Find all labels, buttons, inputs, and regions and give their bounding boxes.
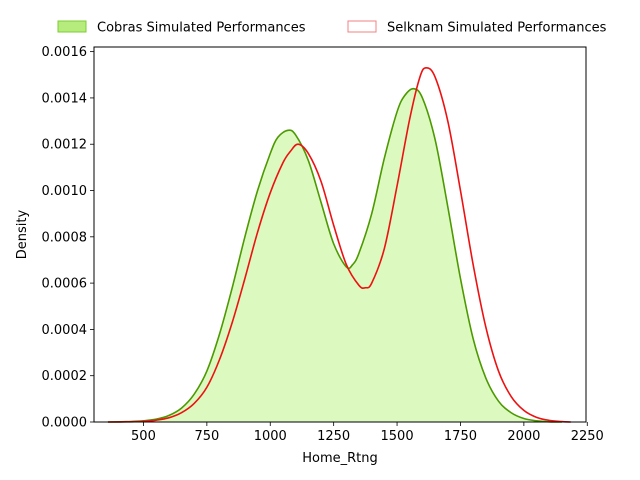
x-tick-label: 750 <box>194 429 219 444</box>
y-tick-label: 0.0006 <box>42 277 88 292</box>
legend-label-selknam: Selknam Simulated Performances <box>387 21 607 36</box>
series-fill-0 <box>107 88 562 422</box>
x-tick-label: 1250 <box>317 429 350 444</box>
y-tick-label: 0.0004 <box>42 323 88 338</box>
y-tick-label: 0.0010 <box>42 184 88 199</box>
y-axis-ticks: 0.0000 0.0002 0.0004 0.0006 0.0008 0.0010 0.00… <box>42 45 94 431</box>
legend-swatch-cobras <box>57 20 87 33</box>
x-tick-label: 2000 <box>507 429 540 444</box>
x-axis-label: Home_Rtng <box>302 451 378 466</box>
series-line-1 <box>107 67 571 423</box>
series-line-0 <box>107 87 562 423</box>
axes-frame <box>93 46 587 423</box>
y-tick-label: 0.0000 <box>42 416 88 431</box>
y-tick-label: 0.0016 <box>42 45 88 60</box>
x-tick-label: 1750 <box>444 429 477 444</box>
y-axis-label: Density <box>15 209 30 259</box>
y-tick-label: 0.0002 <box>42 369 88 384</box>
legend-swatch-selknam <box>347 20 377 33</box>
x-tick-label: 2250 <box>571 429 604 444</box>
x-tick-label: 500 <box>131 429 156 444</box>
x-axis-ticks: 500 750 1000 1250 1500 1750 2000 2250 <box>131 422 604 444</box>
y-tick-label: 0.0014 <box>42 91 88 106</box>
legend-label-cobras: Cobras Simulated Performances <box>97 21 306 36</box>
plot-area <box>107 67 571 423</box>
y-tick-label: 0.0012 <box>42 138 88 153</box>
x-tick-label: 1000 <box>254 429 287 444</box>
x-tick-label: 1500 <box>381 429 414 444</box>
y-tick-label: 0.0008 <box>42 230 88 245</box>
legend: Cobras Simulated Performances Selknam Si… <box>57 20 607 36</box>
